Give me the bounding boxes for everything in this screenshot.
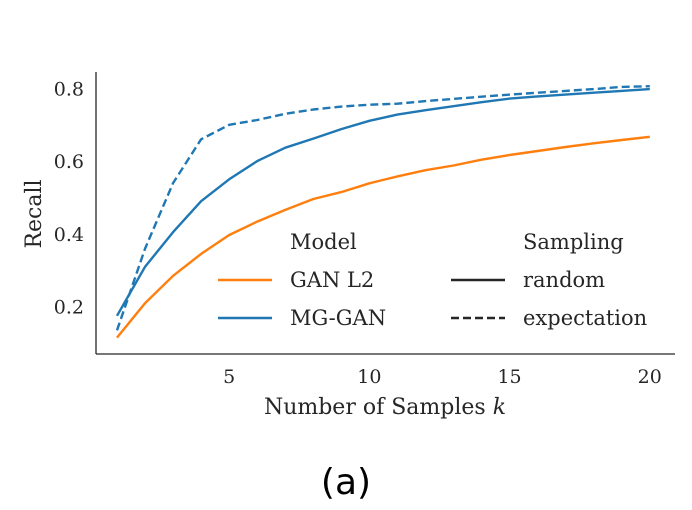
legend-title-model: Model [290,230,357,254]
legend-label-gan-l2: GAN L2 [290,268,374,292]
legend-title-sampling: Sampling [523,230,624,254]
x-axis-label-text: Number of Samples [264,395,486,420]
y-tick-labels: 0.2 0.4 0.6 0.8 [54,78,84,318]
x-axis-label: Number of Samples k [264,395,506,420]
recall-chart: 5 10 15 20 0.2 0.4 0.6 0.8 Number of Samples k… [22,72,675,420]
x-tick-labels: 5 10 15 20 [223,366,662,388]
y-tick-label: 0.6 [54,151,84,173]
x-tick-label: 20 [638,366,662,388]
legend-label-mg-gan: MG-GAN [290,306,386,330]
axes [95,72,675,355]
y-tick-label: 0.4 [54,224,84,246]
series-line-mg-gan-expectation [115,85,650,331]
legend-label-expectation: expectation [523,306,647,330]
series-line-gan-l2-random [116,135,650,339]
x-tick-label: 5 [223,366,235,388]
figure-caption: (a) [320,462,372,503]
legend-label-random: random [523,268,605,292]
legend: Model Sampling GAN L2 MG-GAN random expe… [218,230,647,330]
x-tick-label: 10 [357,366,381,388]
series-lines [115,85,650,339]
y-axis-label: Recall [22,179,47,248]
series-line-mg-gan-random [115,87,650,317]
y-tick-label: 0.8 [54,78,84,100]
y-tick-label: 0.2 [54,297,84,319]
x-tick-label: 15 [497,366,521,388]
x-axis-label-variable: k [493,395,506,420]
